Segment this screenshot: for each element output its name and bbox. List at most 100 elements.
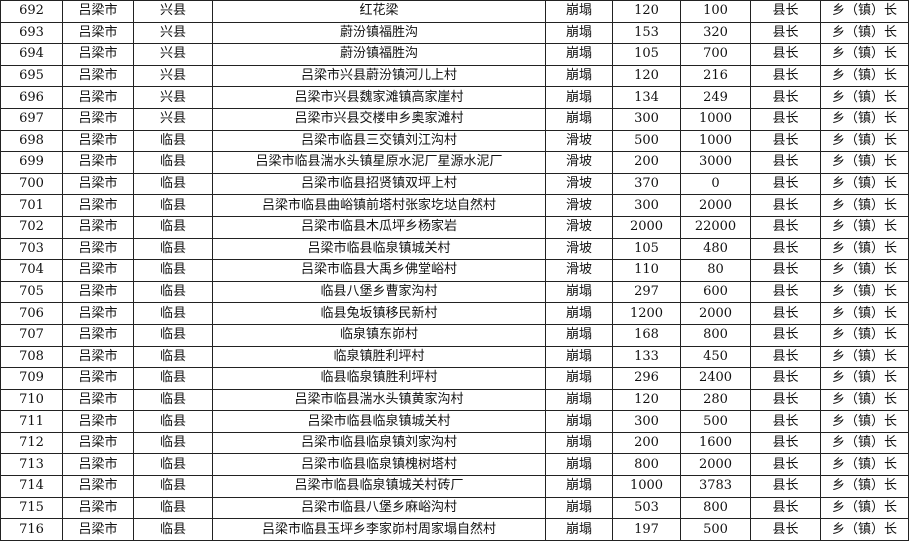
location-cell: 红花梁 <box>212 0 546 23</box>
location-cell: 临县八堡乡曹家沟村 <box>212 280 546 304</box>
township-responsible-cell: 乡（镇）长 <box>820 64 909 88</box>
value-a-cell: 120 <box>612 388 681 412</box>
county-responsible-cell: 县长 <box>750 345 821 369</box>
table-row: 703 吕梁市 临县 吕梁市临县临泉镇城关村 滑坡 105 480 县长 乡（镇）长 <box>0 237 909 261</box>
table-row: 699 吕梁市 临县 吕梁市临县湍水头镇星原水泥厂星源水泥厂 滑坡 200 3000 县长 乡（… <box>0 151 909 174</box>
city-cell: 吕梁市 <box>62 280 134 304</box>
row-number-cell: 707 <box>0 323 63 347</box>
hazard-type-cell: 滑坡 <box>545 194 613 217</box>
hazard-type-cell: 崩塌 <box>545 302 613 325</box>
county-cell: 兴县 <box>133 86 213 109</box>
row-number-cell: 709 <box>0 367 63 390</box>
city-cell: 吕梁市 <box>62 323 134 347</box>
hazard-type-cell: 崩塌 <box>545 367 613 390</box>
table-row: 693 吕梁市 兴县 蔚汾镇福胜沟 崩塌 153 320 县长 乡（镇）长 <box>0 21 909 45</box>
value-b-cell: 22000 <box>680 215 751 239</box>
value-b-cell: 450 <box>680 345 751 369</box>
county-responsible-cell: 县长 <box>750 453 821 477</box>
city-cell: 吕梁市 <box>62 496 134 520</box>
county-cell: 兴县 <box>133 21 213 45</box>
value-a-cell: 110 <box>612 259 681 282</box>
row-number-cell: 692 <box>0 0 63 23</box>
city-cell: 吕梁市 <box>62 86 134 109</box>
city-cell: 吕梁市 <box>62 0 134 23</box>
hazard-type-cell: 崩塌 <box>545 345 613 369</box>
city-cell: 吕梁市 <box>62 475 134 498</box>
row-number-cell: 697 <box>0 107 63 131</box>
township-responsible-cell: 乡（镇）长 <box>820 367 909 390</box>
county-responsible-cell: 县长 <box>750 431 821 455</box>
township-responsible-cell: 乡（镇）长 <box>820 475 909 498</box>
row-number-cell: 699 <box>0 151 63 174</box>
county-cell: 临县 <box>133 518 213 541</box>
row-number-cell: 702 <box>0 215 63 239</box>
township-responsible-cell: 乡（镇）长 <box>820 453 909 477</box>
township-responsible-cell: 乡（镇）长 <box>820 259 909 282</box>
hazard-type-cell: 崩塌 <box>545 410 613 433</box>
value-a-cell: 500 <box>612 129 681 153</box>
value-b-cell: 1600 <box>680 431 751 455</box>
county-responsible-cell: 县长 <box>750 151 821 174</box>
location-cell: 吕梁市临县大禹乡佛堂峪村 <box>212 259 546 282</box>
township-responsible-cell: 乡（镇）长 <box>820 345 909 369</box>
county-responsible-cell: 县长 <box>750 43 821 66</box>
county-responsible-cell: 县长 <box>750 302 821 325</box>
county-responsible-cell: 县长 <box>750 410 821 433</box>
township-responsible-cell: 乡（镇）长 <box>820 129 909 153</box>
row-number-cell: 703 <box>0 237 63 261</box>
table-row: 716 吕梁市 临县 吕梁市临县玉坪乡李家峁村周家塌自然村 崩塌 197 500 县长 乡（镇）… <box>0 518 909 541</box>
county-cell: 兴县 <box>133 0 213 23</box>
county-cell: 临县 <box>133 431 213 455</box>
value-a-cell: 297 <box>612 280 681 304</box>
city-cell: 吕梁市 <box>62 129 134 153</box>
township-responsible-cell: 乡（镇）长 <box>820 21 909 45</box>
county-responsible-cell: 县长 <box>750 64 821 88</box>
county-cell: 临县 <box>133 367 213 390</box>
row-number-cell: 710 <box>0 388 63 412</box>
county-responsible-cell: 县长 <box>750 388 821 412</box>
value-a-cell: 200 <box>612 431 681 455</box>
county-responsible-cell: 县长 <box>750 194 821 217</box>
table-row: 700 吕梁市 临县 吕梁市临县招贤镇双坪上村 滑坡 370 0 县长 乡（镇）长 <box>0 172 909 196</box>
value-b-cell: 600 <box>680 280 751 304</box>
city-cell: 吕梁市 <box>62 518 134 541</box>
city-cell: 吕梁市 <box>62 410 134 433</box>
township-responsible-cell: 乡（镇）长 <box>820 410 909 433</box>
value-a-cell: 2000 <box>612 215 681 239</box>
table-row: 702 吕梁市 临县 吕梁市临县木瓜坪乡杨家岩 滑坡 2000 22000 县长 乡（镇）长 <box>0 215 909 239</box>
township-responsible-cell: 乡（镇）长 <box>820 237 909 261</box>
row-number-cell: 695 <box>0 64 63 88</box>
hazard-type-cell: 崩塌 <box>545 43 613 66</box>
county-cell: 临县 <box>133 151 213 174</box>
city-cell: 吕梁市 <box>62 431 134 455</box>
table-row: 694 吕梁市 兴县 蔚汾镇福胜沟 崩塌 105 700 县长 乡（镇）长 <box>0 43 909 66</box>
location-cell: 吕梁市临县湍水头镇黄家沟村 <box>212 388 546 412</box>
location-cell: 吕梁市兴县蔚汾镇河儿上村 <box>212 64 546 88</box>
value-b-cell: 0 <box>680 172 751 196</box>
table-row: 709 吕梁市 临县 临县临泉镇胜利坪村 崩塌 296 2400 县长 乡（镇）长 <box>0 367 909 390</box>
value-a-cell: 200 <box>612 151 681 174</box>
hazard-type-cell: 滑坡 <box>545 172 613 196</box>
county-cell: 兴县 <box>133 43 213 66</box>
table-row: 712 吕梁市 临县 吕梁市临县临泉镇刘家沟村 崩塌 200 1600 县长 乡（镇）长 <box>0 431 909 455</box>
city-cell: 吕梁市 <box>62 388 134 412</box>
row-number-cell: 711 <box>0 410 63 433</box>
row-number-cell: 701 <box>0 194 63 217</box>
value-a-cell: 120 <box>612 64 681 88</box>
location-cell: 临泉镇东峁村 <box>212 323 546 347</box>
township-responsible-cell: 乡（镇）长 <box>820 280 909 304</box>
city-cell: 吕梁市 <box>62 259 134 282</box>
value-a-cell: 300 <box>612 410 681 433</box>
row-number-cell: 708 <box>0 345 63 369</box>
city-cell: 吕梁市 <box>62 151 134 174</box>
value-b-cell: 249 <box>680 86 751 109</box>
township-responsible-cell: 乡（镇）长 <box>820 431 909 455</box>
county-responsible-cell: 县长 <box>750 259 821 282</box>
location-cell: 吕梁市临县木瓜坪乡杨家岩 <box>212 215 546 239</box>
hazard-type-cell: 崩塌 <box>545 86 613 109</box>
location-cell: 吕梁市临县临泉镇槐树塔村 <box>212 453 546 477</box>
hazard-type-cell: 崩塌 <box>545 518 613 541</box>
value-b-cell: 500 <box>680 410 751 433</box>
county-cell: 临县 <box>133 475 213 498</box>
